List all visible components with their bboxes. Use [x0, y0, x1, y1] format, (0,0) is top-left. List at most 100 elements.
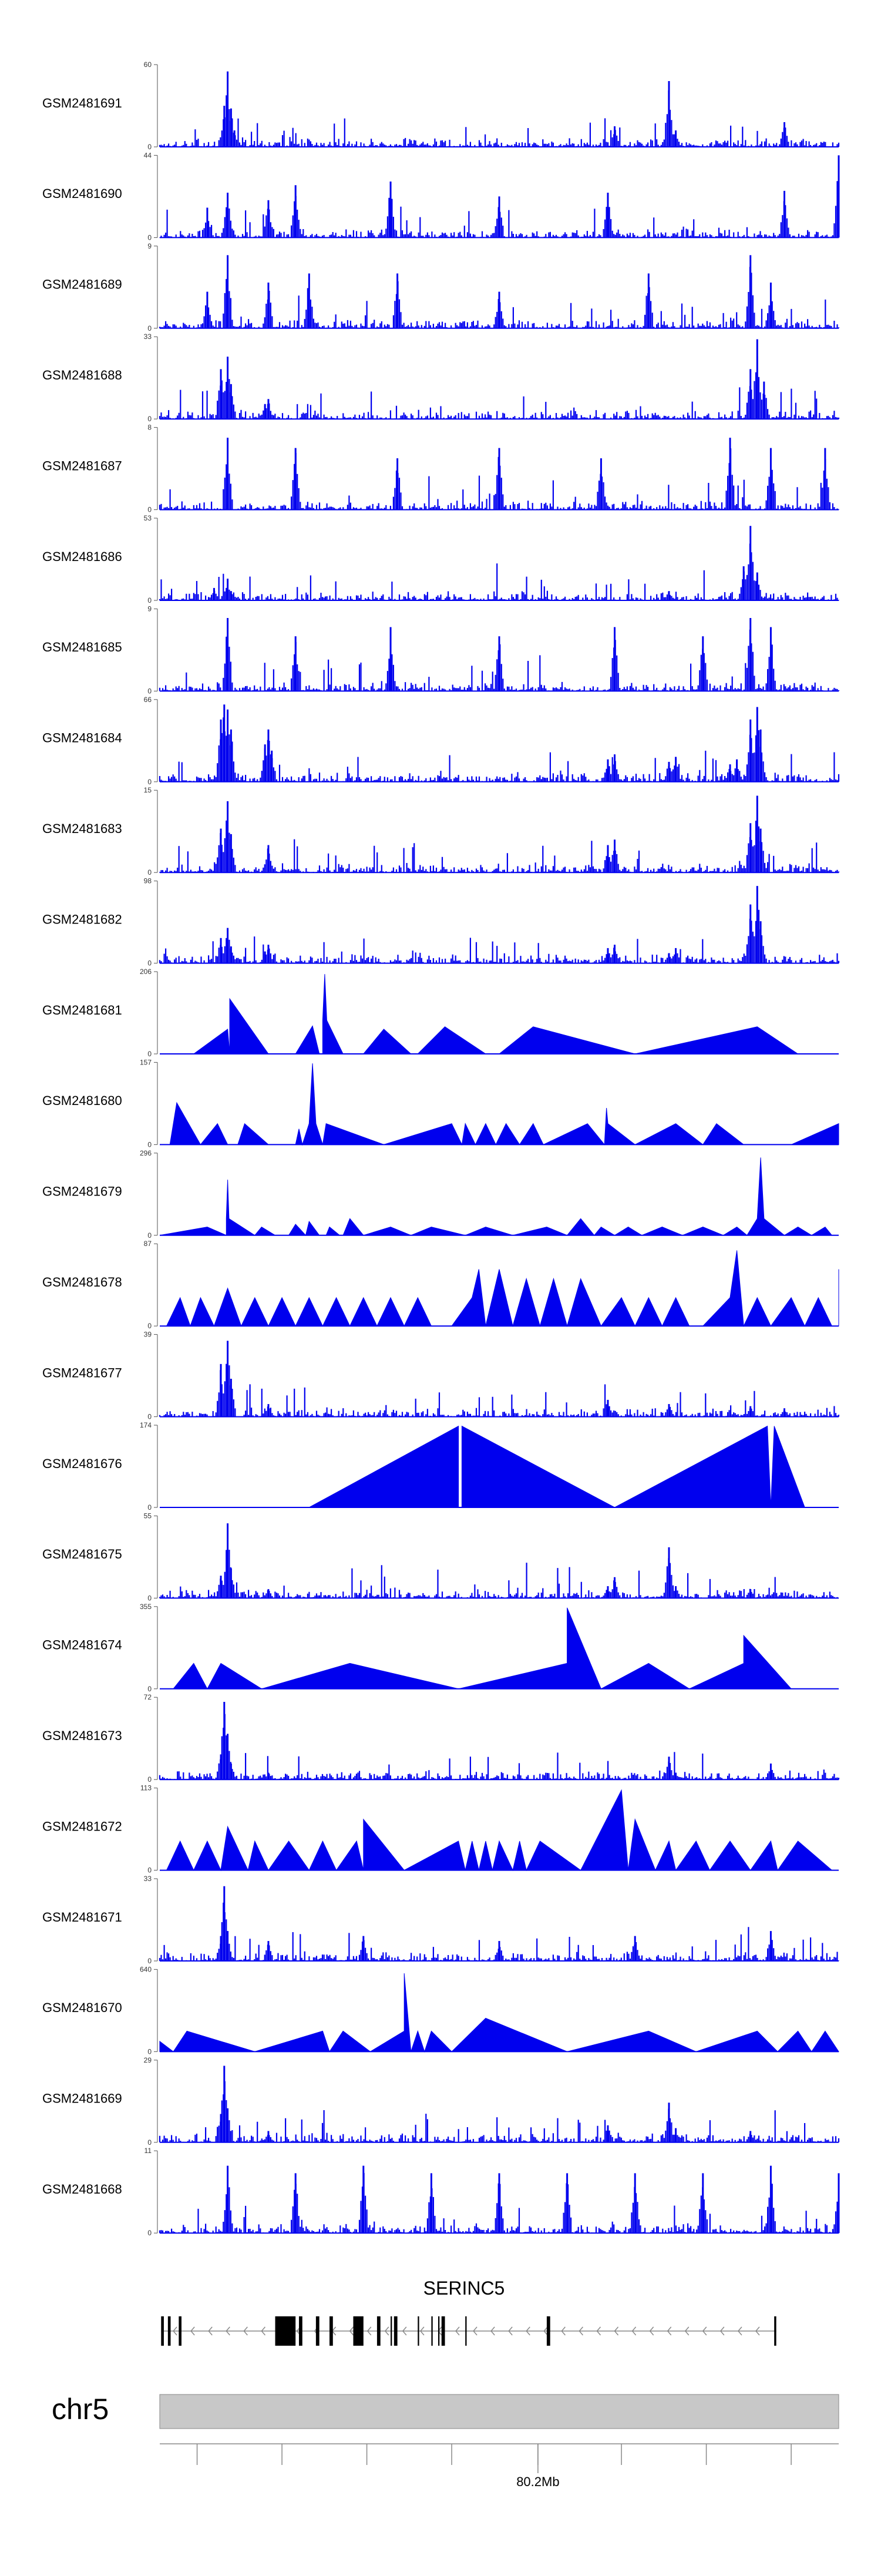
track-label: GSM2481678 — [42, 1275, 122, 1289]
y-min-label: 0 — [147, 1322, 152, 1330]
track-GSM2481683: GSM2481683 15 0 — [42, 786, 840, 876]
track-GSM2481687: GSM2481687 8 0 — [42, 424, 840, 514]
strand-arrow — [384, 2326, 389, 2336]
y-min-label: 0 — [147, 868, 152, 876]
strand-arrow — [261, 2326, 265, 2336]
y-min-label: 0 — [147, 1866, 152, 1875]
track-GSM2481668: GSM2481668 11 0 — [42, 2147, 840, 2237]
exon — [394, 2316, 398, 2346]
strand-arrow — [543, 2326, 548, 2336]
y-max-label: 113 — [140, 1784, 152, 1792]
chromosome-label: chr5 — [52, 2393, 109, 2426]
y-max-label: 55 — [144, 1512, 152, 1520]
strand-arrow — [649, 2326, 654, 2336]
signal-area — [166, 1789, 832, 1872]
y-min-label: 0 — [147, 959, 152, 968]
track-GSM2481678: GSM2481678 87 0 — [42, 1240, 839, 1330]
y-max-label: 355 — [140, 1603, 152, 1611]
y-max-label: 53 — [144, 514, 152, 522]
track-GSM2481674: GSM2481674 355 0 — [42, 1603, 839, 1693]
track-label: GSM2481673 — [42, 1728, 122, 1743]
y-min-label: 0 — [147, 143, 152, 151]
track-GSM2481691: GSM2481691 60 0 — [42, 61, 840, 151]
y-min-label: 0 — [147, 506, 152, 514]
signal-area — [309, 1425, 805, 1508]
signal-area — [173, 1607, 792, 1690]
y-max-label: 15 — [144, 786, 152, 794]
y-max-label: 66 — [144, 696, 152, 704]
strand-arrow — [719, 2326, 725, 2336]
signal-area — [166, 1250, 839, 1328]
exon — [438, 2316, 440, 2346]
y-max-label: 29 — [144, 2056, 152, 2064]
signal-bars — [159, 90, 840, 147]
track-GSM2481676: GSM2481676 174 0 — [42, 1421, 839, 1512]
track-label: GSM2481690 — [42, 186, 122, 201]
strand-arrow — [190, 2326, 195, 2336]
y-min-label: 0 — [147, 415, 152, 423]
signal-bars — [159, 1343, 840, 1417]
chromosome-band — [159, 2394, 839, 2429]
y-max-label: 33 — [144, 1875, 152, 1883]
track-GSM2481686: GSM2481686 53 0 — [42, 514, 840, 604]
track-GSM2481684: GSM2481684 66 0 — [42, 696, 840, 786]
track-GSM2481675: GSM2481675 55 0 — [42, 1512, 840, 1602]
y-min-label: 0 — [147, 1594, 152, 1602]
x-axis-label: 80.2Mb — [516, 2474, 559, 2489]
track-label: GSM2481688 — [42, 368, 122, 382]
strand-arrow — [684, 2326, 690, 2336]
y-max-label: 11 — [144, 2147, 152, 2155]
y-max-label: 72 — [144, 1693, 152, 1701]
exon — [167, 2316, 171, 2346]
exon — [376, 2316, 381, 2346]
strand-arrow — [402, 2326, 407, 2336]
exon — [353, 2316, 364, 2346]
track-label: GSM2481687 — [42, 458, 122, 473]
strand-arrow — [473, 2326, 478, 2336]
exon — [774, 2316, 776, 2346]
exon — [546, 2316, 550, 2346]
y-min-label: 0 — [147, 1957, 152, 1965]
y-max-label: 8 — [147, 424, 152, 432]
exon — [298, 2316, 302, 2346]
strand-arrow — [755, 2326, 760, 2336]
track-label: GSM2481683 — [42, 821, 122, 836]
strand-arrow — [614, 2326, 619, 2336]
y-min-label: 0 — [147, 1503, 152, 1512]
y-min-label: 0 — [147, 2047, 152, 2056]
track-label: GSM2481668 — [42, 2182, 122, 2197]
track-label: GSM2481672 — [42, 1819, 122, 1833]
strand-arrow — [419, 2326, 425, 2336]
exon — [275, 2316, 296, 2346]
track-label: GSM2481682 — [42, 912, 122, 926]
track-label: GSM2481681 — [42, 1003, 122, 1017]
y-max-label: 44 — [144, 151, 152, 159]
y-min-label: 0 — [147, 1775, 152, 1784]
track-GSM2481689: GSM2481689 9 0 — [42, 242, 840, 333]
chromosome-ideogram: chr5 80.2Mb — [52, 2393, 839, 2489]
tracks-group: GSM2481691600GSM2481690440GSM248168990GS… — [42, 61, 840, 2237]
strand-arrow — [349, 2326, 354, 2336]
exon — [418, 2316, 419, 2346]
y-min-label: 0 — [147, 1413, 152, 1421]
signal-bars — [159, 889, 840, 963]
track-label: GSM2481676 — [42, 1456, 122, 1471]
signal-bars — [159, 356, 840, 419]
track-label: GSM2481689 — [42, 277, 122, 292]
y-min-label: 0 — [147, 2138, 152, 2147]
y-max-label: 9 — [147, 242, 152, 250]
signal-bars — [159, 1714, 840, 1780]
gene-model: SERINC5 — [161, 2278, 776, 2346]
track-GSM2481685: GSM2481685 9 0 — [42, 604, 840, 695]
signal-bars — [159, 800, 840, 873]
track-GSM2481669: GSM2481669 29 0 — [42, 2056, 840, 2147]
signal-area — [159, 1973, 839, 2053]
signal-area — [159, 1157, 832, 1236]
track-label: GSM2481680 — [42, 1093, 122, 1108]
track-GSM2481679: GSM2481679 296 0 — [42, 1149, 839, 1240]
signal-area — [169, 1063, 839, 1146]
signal-bars — [159, 2081, 840, 2142]
track-label: GSM2481677 — [42, 1365, 122, 1380]
y-min-label: 0 — [147, 324, 152, 333]
